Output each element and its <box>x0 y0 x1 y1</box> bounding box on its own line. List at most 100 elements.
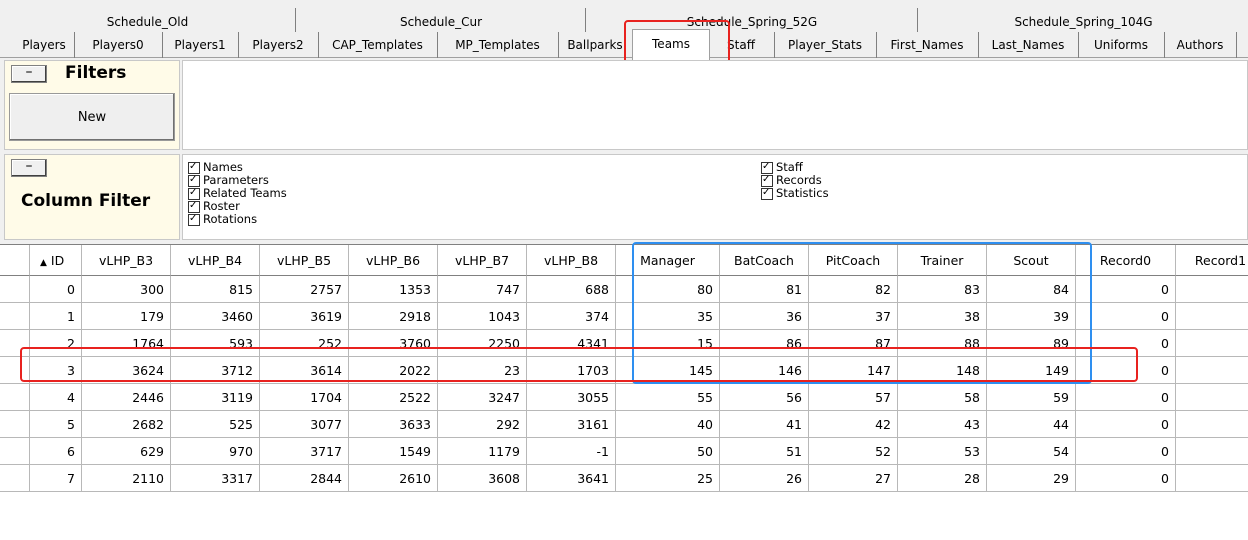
cell-id[interactable]: 4 <box>30 384 82 411</box>
tab-players0[interactable]: Players0 <box>74 32 163 58</box>
row-indicator[interactable] <box>0 357 30 384</box>
cell-vlhp-b4[interactable]: 525 <box>171 411 260 438</box>
cell-vlhp-b5[interactable]: 2844 <box>260 465 349 492</box>
table-row[interactable]: 4 2446 3119 1704 2522 3247 3055 55 56 57 58 59 0 <box>0 384 1248 411</box>
cell-vlhp-b5[interactable]: 1704 <box>260 384 349 411</box>
cell-vlhp-b5[interactable]: 3077 <box>260 411 349 438</box>
table-row[interactable]: 5 2682 525 3077 3633 292 3161 40 41 42 43 44 0 <box>0 411 1248 438</box>
row-indicator[interactable] <box>0 303 30 330</box>
new-filter-button[interactable]: New <box>9 93 175 141</box>
tab-mp-templates[interactable]: MP_Templates <box>437 32 559 58</box>
checkbox-rotations[interactable]: Rotations <box>188 212 257 226</box>
cell-vlhp-b6[interactable]: 2022 <box>349 357 438 384</box>
cell-id[interactable]: 6 <box>30 438 82 465</box>
table-row[interactable]: 7 2110 3317 2844 2610 3608 3641 25 26 27 28 29 0 <box>0 465 1248 492</box>
cell-pitcoach[interactable]: 27 <box>809 465 898 492</box>
column-header-vlhp-b5[interactable]: vLHP_B5 <box>260 245 349 276</box>
cell-vlhp-b5[interactable]: 3614 <box>260 357 349 384</box>
tab-player-stats[interactable]: Player_Stats <box>774 32 877 58</box>
checkbox-staff[interactable]: Staff <box>761 160 803 174</box>
cell-vlhp-b4[interactable]: 3317 <box>171 465 260 492</box>
checkbox-records[interactable]: Records <box>761 173 822 187</box>
table-row[interactable]: 1 179 3460 3619 2918 1043 374 35 36 37 38 39 0 <box>0 303 1248 330</box>
cell-manager[interactable]: 80 <box>616 276 720 303</box>
cell-vlhp-b8[interactable]: 3055 <box>527 384 616 411</box>
tab-schedule-spring-104g[interactable]: Schedule_Spring_104G <box>917 8 1248 32</box>
cell-trainer[interactable]: 53 <box>898 438 987 465</box>
cell-pitcoach[interactable]: 37 <box>809 303 898 330</box>
tab-uniforms[interactable]: Uniforms <box>1078 32 1165 58</box>
cell-scout[interactable]: 39 <box>987 303 1076 330</box>
cell-vlhp-b4[interactable]: 3119 <box>171 384 260 411</box>
column-header-record0[interactable]: Record0 <box>1076 245 1176 276</box>
cell-record0[interactable]: 0 <box>1076 411 1176 438</box>
tab-teams[interactable]: Teams <box>632 29 710 60</box>
cell-record0[interactable]: 0 <box>1076 330 1176 357</box>
cell-vlhp-b3[interactable]: 2446 <box>82 384 171 411</box>
tab-schedule-cur[interactable]: Schedule_Cur <box>295 8 586 32</box>
cell-id[interactable]: 3 <box>30 357 82 384</box>
cell-trainer[interactable]: 58 <box>898 384 987 411</box>
cell-record1[interactable] <box>1176 465 1248 492</box>
column-header-vlhp-b3[interactable]: vLHP_B3 <box>82 245 171 276</box>
cell-pitcoach[interactable]: 57 <box>809 384 898 411</box>
cell-vlhp-b6[interactable]: 2610 <box>349 465 438 492</box>
cell-vlhp-b3[interactable]: 3624 <box>82 357 171 384</box>
row-indicator[interactable] <box>0 330 30 357</box>
cell-vlhp-b6[interactable]: 2522 <box>349 384 438 411</box>
cell-vlhp-b7[interactable]: 3247 <box>438 384 527 411</box>
cell-pitcoach[interactable]: 52 <box>809 438 898 465</box>
tab-cap-templates[interactable]: CAP_Templates <box>318 32 438 58</box>
cell-vlhp-b4[interactable]: 970 <box>171 438 260 465</box>
cell-pitcoach[interactable]: 42 <box>809 411 898 438</box>
cell-vlhp-b7[interactable]: 1179 <box>438 438 527 465</box>
cell-vlhp-b8[interactable]: -1 <box>527 438 616 465</box>
row-indicator[interactable] <box>0 276 30 303</box>
cell-record1[interactable] <box>1176 384 1248 411</box>
tab-players1[interactable]: Players1 <box>162 32 239 58</box>
cell-id[interactable]: 7 <box>30 465 82 492</box>
cell-batcoach[interactable]: 51 <box>720 438 809 465</box>
cell-id[interactable]: 1 <box>30 303 82 330</box>
cell-vlhp-b3[interactable]: 300 <box>82 276 171 303</box>
checkbox-statistics[interactable]: Statistics <box>761 186 829 200</box>
table-row[interactable]: 6 629 970 3717 1549 1179 -1 50 51 52 53 54 0 <box>0 438 1248 465</box>
row-indicator[interactable] <box>0 411 30 438</box>
cell-batcoach[interactable]: 41 <box>720 411 809 438</box>
cell-record0[interactable]: 0 <box>1076 276 1176 303</box>
row-indicator[interactable] <box>0 465 30 492</box>
cell-pitcoach[interactable]: 82 <box>809 276 898 303</box>
column-header-batcoach[interactable]: BatCoach <box>720 245 809 276</box>
cell-vlhp-b7[interactable]: 747 <box>438 276 527 303</box>
filters-collapse-button[interactable]: – <box>11 65 47 83</box>
cell-vlhp-b5[interactable]: 3717 <box>260 438 349 465</box>
cell-vlhp-b4[interactable]: 3460 <box>171 303 260 330</box>
checkbox-parameters[interactable]: Parameters <box>188 173 269 187</box>
cell-record0[interactable]: 0 <box>1076 303 1176 330</box>
cell-batcoach[interactable]: 81 <box>720 276 809 303</box>
checkbox-names[interactable]: Names <box>188 160 243 174</box>
column-filter-collapse-button[interactable]: – <box>11 159 47 177</box>
row-indicator[interactable] <box>0 438 30 465</box>
cell-record1[interactable] <box>1176 411 1248 438</box>
cell-vlhp-b6[interactable]: 2918 <box>349 303 438 330</box>
cell-vlhp-b3[interactable]: 2682 <box>82 411 171 438</box>
cell-manager[interactable]: 55 <box>616 384 720 411</box>
row-indicator[interactable] <box>0 384 30 411</box>
cell-trainer[interactable]: 38 <box>898 303 987 330</box>
cell-scout[interactable]: 29 <box>987 465 1076 492</box>
column-header-id[interactable]: ▲ ID <box>30 245 82 276</box>
cell-vlhp-b5[interactable]: 2757 <box>260 276 349 303</box>
cell-record0[interactable]: 0 <box>1076 465 1176 492</box>
cell-vlhp-b8[interactable]: 688 <box>527 276 616 303</box>
cell-vlhp-b6[interactable]: 3633 <box>349 411 438 438</box>
cell-vlhp-b3[interactable]: 179 <box>82 303 171 330</box>
cell-record0[interactable]: 0 <box>1076 438 1176 465</box>
cell-record1[interactable] <box>1176 438 1248 465</box>
cell-record1[interactable] <box>1176 276 1248 303</box>
cell-record1[interactable] <box>1176 303 1248 330</box>
cell-scout[interactable]: 54 <box>987 438 1076 465</box>
cell-vlhp-b7[interactable]: 3608 <box>438 465 527 492</box>
cell-vlhp-b8[interactable]: 1703 <box>527 357 616 384</box>
cell-manager[interactable]: 40 <box>616 411 720 438</box>
